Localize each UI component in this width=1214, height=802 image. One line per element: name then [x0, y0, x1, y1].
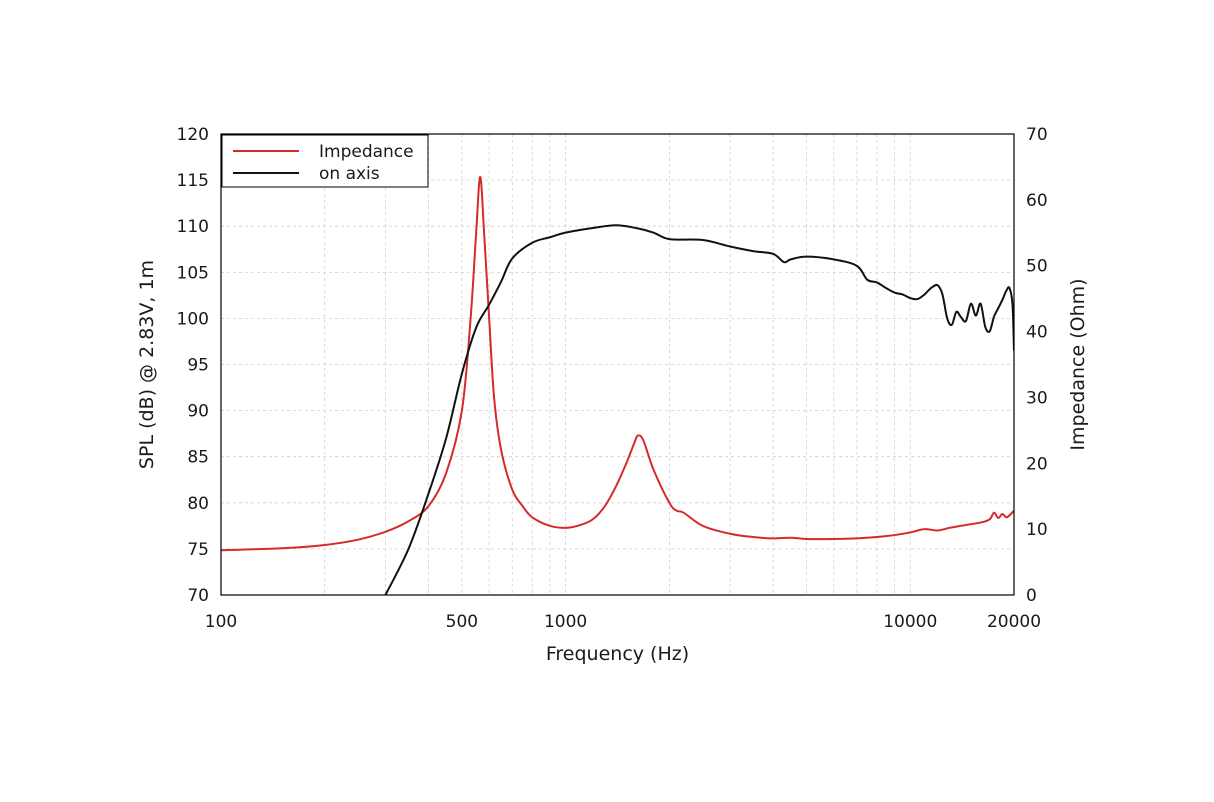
y-right-tick-label: 70 [1026, 125, 1048, 145]
x-tick-label: 500 [446, 612, 478, 632]
y-left-tick-label: 70 [187, 586, 209, 606]
y-left-tick-label: 110 [177, 217, 209, 237]
y-left-tick-label: 80 [187, 494, 209, 514]
y-right-tick-label: 40 [1026, 323, 1048, 343]
y-axis-right-title: Impedance (Ohm) [1067, 278, 1089, 450]
series-layer [221, 175, 1014, 595]
x-tick-label: 100 [205, 612, 237, 632]
y-left-tick-label: 75 [187, 540, 209, 560]
x-tick-label: 20000 [987, 612, 1041, 632]
y-right-tick-label: 0 [1026, 586, 1037, 606]
y-right-tick-label: 60 [1026, 191, 1048, 211]
series-line-on-axis [384, 224, 1014, 595]
y-right-tick-label: 30 [1026, 388, 1048, 408]
plot-frame [220, 133, 1015, 596]
legend-label-impedance: Impedance [319, 142, 414, 162]
y-right-tick-label: 50 [1026, 257, 1048, 277]
x-axis-ticks: 100 500 1000 10000 20000 [205, 612, 1041, 632]
y-left-tick-label: 105 [177, 263, 209, 283]
y-left-tick-label: 115 [177, 171, 209, 191]
y-axis-right-ticks: 0 10 20 30 40 50 60 70 [1026, 125, 1048, 606]
series-line-impedance [221, 175, 1014, 552]
y-left-tick-label: 100 [177, 309, 209, 329]
x-tick-label: 10000 [883, 612, 937, 632]
y-left-tick-label: 120 [177, 125, 209, 145]
y-right-tick-label: 20 [1026, 454, 1048, 474]
y-left-tick-label: 85 [187, 448, 209, 468]
y-axis-left-title: SPL (dB) @ 2.83V, 1m [136, 260, 158, 469]
y-right-tick-label: 10 [1026, 520, 1048, 540]
legend-label-on-axis: on axis [319, 164, 380, 184]
legend-box [221, 134, 429, 188]
x-tick-label: 1000 [544, 612, 587, 632]
legend: Impedance on axis [221, 134, 429, 188]
x-axis-title: Frequency (Hz) [546, 643, 689, 665]
y-left-tick-label: 90 [187, 402, 209, 422]
y-left-tick-label: 95 [187, 356, 209, 376]
y-axis-left-ticks: 70 75 80 85 90 95 100 105 110 115 120 [177, 125, 209, 606]
grid [221, 134, 1014, 595]
